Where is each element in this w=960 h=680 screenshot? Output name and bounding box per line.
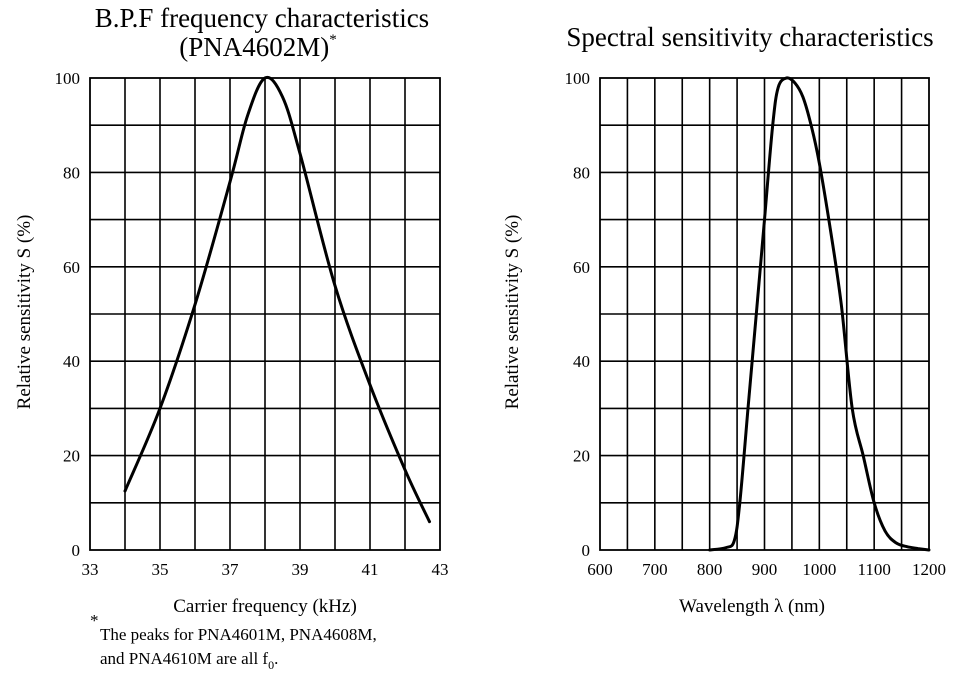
bpf-chart-subtitle-mark: * [329,32,337,48]
spectral-chart-title: Spectral sensitivity characteristics [566,22,933,52]
spectral-chart-y-tick-label: 60 [573,258,590,277]
spectral-chart-y-tick-label: 0 [582,541,591,560]
bpf-chart-y-tick-label: 60 [63,258,80,277]
bpf-chart-grid [90,78,440,550]
spectral-chart-x-tick-label: 1100 [857,560,890,579]
bpf-chart-footnote: * The peaks for PNA4601M, PNA4608M, and … [90,611,377,672]
spectral-chart-y-ticks: 0 20 40 60 80 100 [565,69,591,560]
footnote-mark: * [90,611,99,630]
bpf-chart-y-axis-label: Relative sensitivity S (%) [14,215,35,410]
spectral-chart-x-axis-label: Wavelength λ (nm) [679,596,825,617]
spectral-chart-x-tick-label: 800 [697,560,723,579]
bpf-chart-x-tick-label: 33 [82,560,99,579]
footnote-line-2-text: and PNA4610M are all f [100,649,268,668]
bpf-chart-x-tick-label: 39 [292,560,309,579]
bpf-chart-subtitle: (PNA4602M)* [179,32,337,62]
bpf-chart-x-tick-label: 43 [432,560,449,579]
footnote-line-1: The peaks for PNA4601M, PNA4608M, [100,625,377,644]
bpf-chart-y-tick-label: 40 [63,352,80,371]
spectral-chart-y-tick-label: 40 [573,352,590,371]
spectral-chart-y-axis-label: Relative sensitivity S (%) [502,215,523,410]
bpf-chart: B.P.F frequency characteristics (PNA4602… [14,3,449,672]
spectral-chart-x-tick-label: 600 [587,560,613,579]
bpf-chart-x-tick-label: 41 [362,560,379,579]
spectral-chart-y-tick-label: 100 [565,69,591,88]
bpf-chart-y-tick-label: 80 [63,163,80,182]
spectral-chart-x-tick-label: 1000 [802,560,836,579]
bpf-chart-y-ticks: 0 20 40 60 80 100 [55,69,81,560]
bpf-chart-x-tick-label: 35 [152,560,169,579]
spectral-chart-x-tick-label: 700 [642,560,668,579]
spectral-chart-y-tick-label: 80 [573,163,590,182]
bpf-chart-x-tick-label: 37 [222,560,240,579]
footnote-subscript: 0 [268,658,274,672]
spectral-chart-x-tick-label: 1200 [912,560,946,579]
bpf-chart-series-line [123,75,431,524]
spectral-chart-grid [600,78,929,550]
bpf-chart-y-tick-label: 100 [55,69,81,88]
spectral-chart-x-ticks: 600 700 800 900 1000 1100 1200 [587,560,946,579]
spectral-chart-series-line [708,76,931,552]
bpf-chart-subtitle-text: (PNA4602M) [179,32,329,62]
bpf-chart-x-ticks: 33 35 37 39 41 43 [82,560,449,579]
spectral-chart-x-tick-label: 900 [752,560,778,579]
bpf-chart-y-tick-label: 0 [72,541,81,560]
spectral-chart-y-tick-label: 20 [573,447,590,466]
bpf-chart-x-axis-label: Carrier frequency (kHz) [173,596,357,617]
footnote-line-2: and PNA4610M are all f0. [100,649,278,672]
spectral-chart-plot-frame [599,77,930,551]
bpf-chart-title: B.P.F frequency characteristics [95,3,429,33]
spectral-chart: Spectral sensitivity characteristics 0 20… [502,22,946,617]
bpf-chart-y-tick-label: 20 [63,447,80,466]
footnote-end: . [274,649,278,668]
